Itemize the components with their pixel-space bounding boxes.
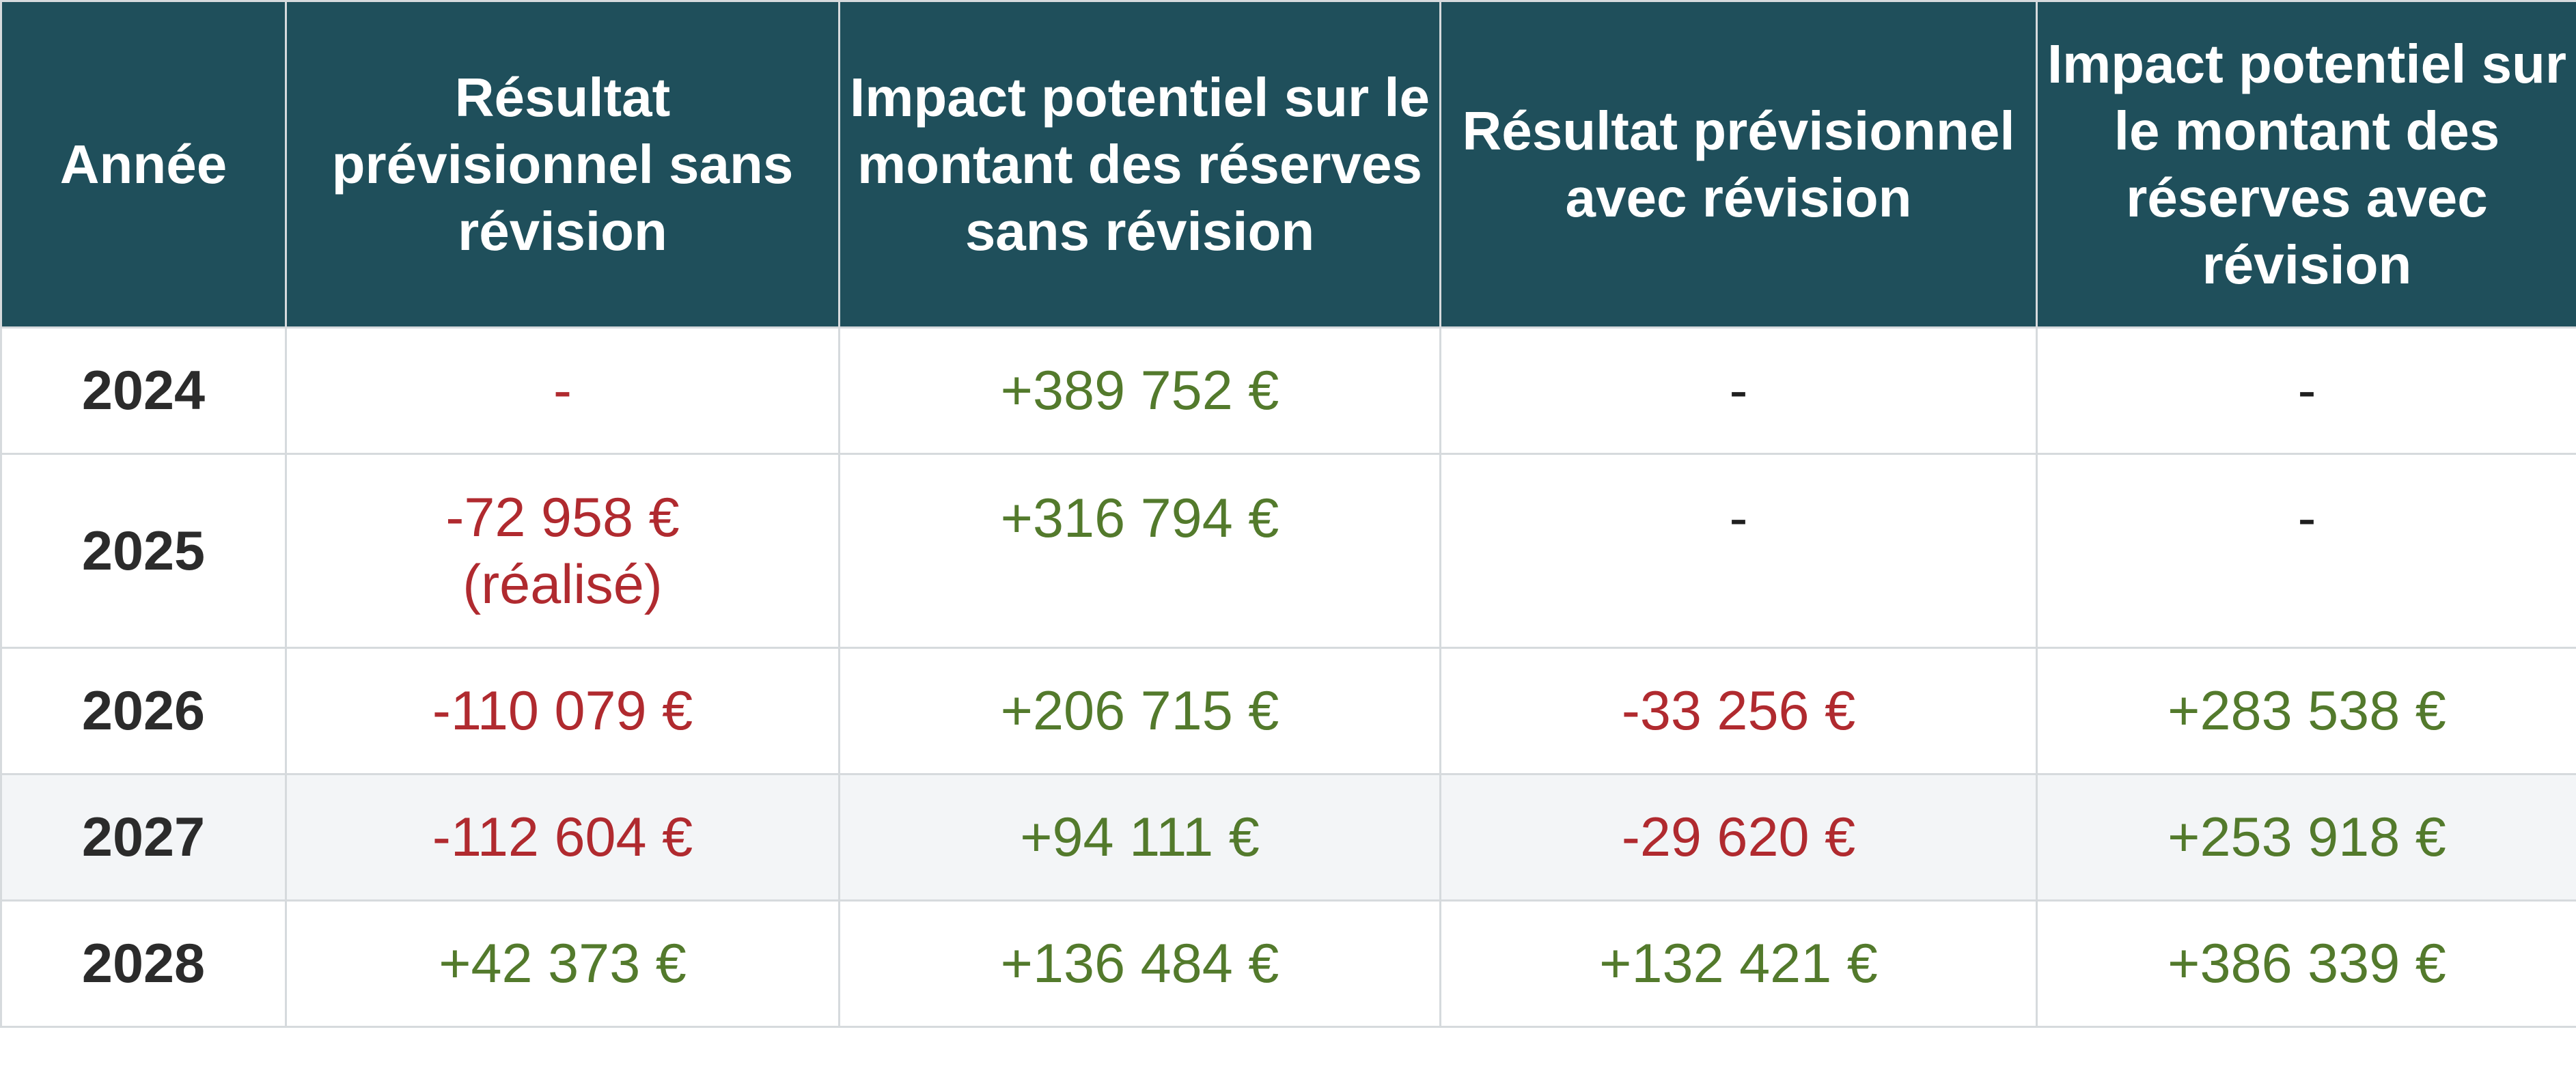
header-impact-reserves-sans-revision: Impact potentiel sur le montant des rése… [840, 1, 1441, 328]
table-header: Année Résultat prévisionnel sans révisio… [1, 1, 2576, 328]
year-cell: 2025 [1, 454, 286, 648]
resultat-avec-cell: -29 620 € [1441, 774, 2037, 901]
resultat-avec-cell: -33 256 € [1441, 648, 2037, 774]
resultat-sans-cell: -112 604 € [286, 774, 840, 901]
resultat-sans-note: (réalisé) [287, 551, 838, 618]
resultat-avec-cell: +132 421 € [1441, 901, 2037, 1027]
impact-avec-cell: +253 918 € [2037, 774, 2576, 901]
year-cell: 2028 [1, 901, 286, 1027]
resultat-avec-cell: - [1441, 328, 2037, 454]
impact-avec-cell: - [2037, 454, 2576, 648]
impact-avec-cell: +386 339 € [2037, 901, 2576, 1027]
resultat-sans-cell: -110 079 € [286, 648, 840, 774]
resultat-avec-cell: - [1441, 454, 2037, 648]
table-row: 2028 +42 373 € +136 484 € +132 421 € +38… [1, 901, 2576, 1027]
year-cell: 2024 [1, 328, 286, 454]
table-row: 2026 -110 079 € +206 715 € -33 256 € +28… [1, 648, 2576, 774]
impact-sans-cell: +389 752 € [840, 328, 1441, 454]
impact-sans-cell: +136 484 € [840, 901, 1441, 1027]
header-resultat-sans-revision: Résultat prévisionnel sans révision [286, 1, 840, 328]
year-cell: 2027 [1, 774, 286, 901]
header-resultat-avec-revision: Résultat prévisionnel avec révision [1441, 1, 2037, 328]
header-impact-reserves-avec-revision: Impact potentiel sur le montant des rése… [2037, 1, 2576, 328]
resultat-sans-cell: +42 373 € [286, 901, 840, 1027]
header-annee: Année [1, 1, 286, 328]
table-row: 2027 -112 604 € +94 111 € -29 620 € +253… [1, 774, 2576, 901]
impact-sans-cell: +316 794 € [840, 454, 1441, 648]
impact-avec-cell: +283 538 € [2037, 648, 2576, 774]
forecast-table: Année Résultat prévisionnel sans révisio… [0, 0, 2576, 1028]
table-row: 2025 -72 958 € (réalisé) +316 794 € - - [1, 454, 2576, 648]
header-row: Année Résultat prévisionnel sans révisio… [1, 1, 2576, 328]
impact-sans-cell: +206 715 € [840, 648, 1441, 774]
table-body: 2024 - +389 752 € - - 2025 -72 958 € (ré… [1, 328, 2576, 1027]
resultat-sans-cell: -72 958 € (réalisé) [286, 454, 840, 648]
table-row: 2024 - +389 752 € - - [1, 328, 2576, 454]
resultat-sans-cell: - [286, 328, 840, 454]
impact-sans-cell: +94 111 € [840, 774, 1441, 901]
impact-avec-cell: - [2037, 328, 2576, 454]
resultat-sans-value: -72 958 € [287, 484, 838, 551]
year-cell: 2026 [1, 648, 286, 774]
